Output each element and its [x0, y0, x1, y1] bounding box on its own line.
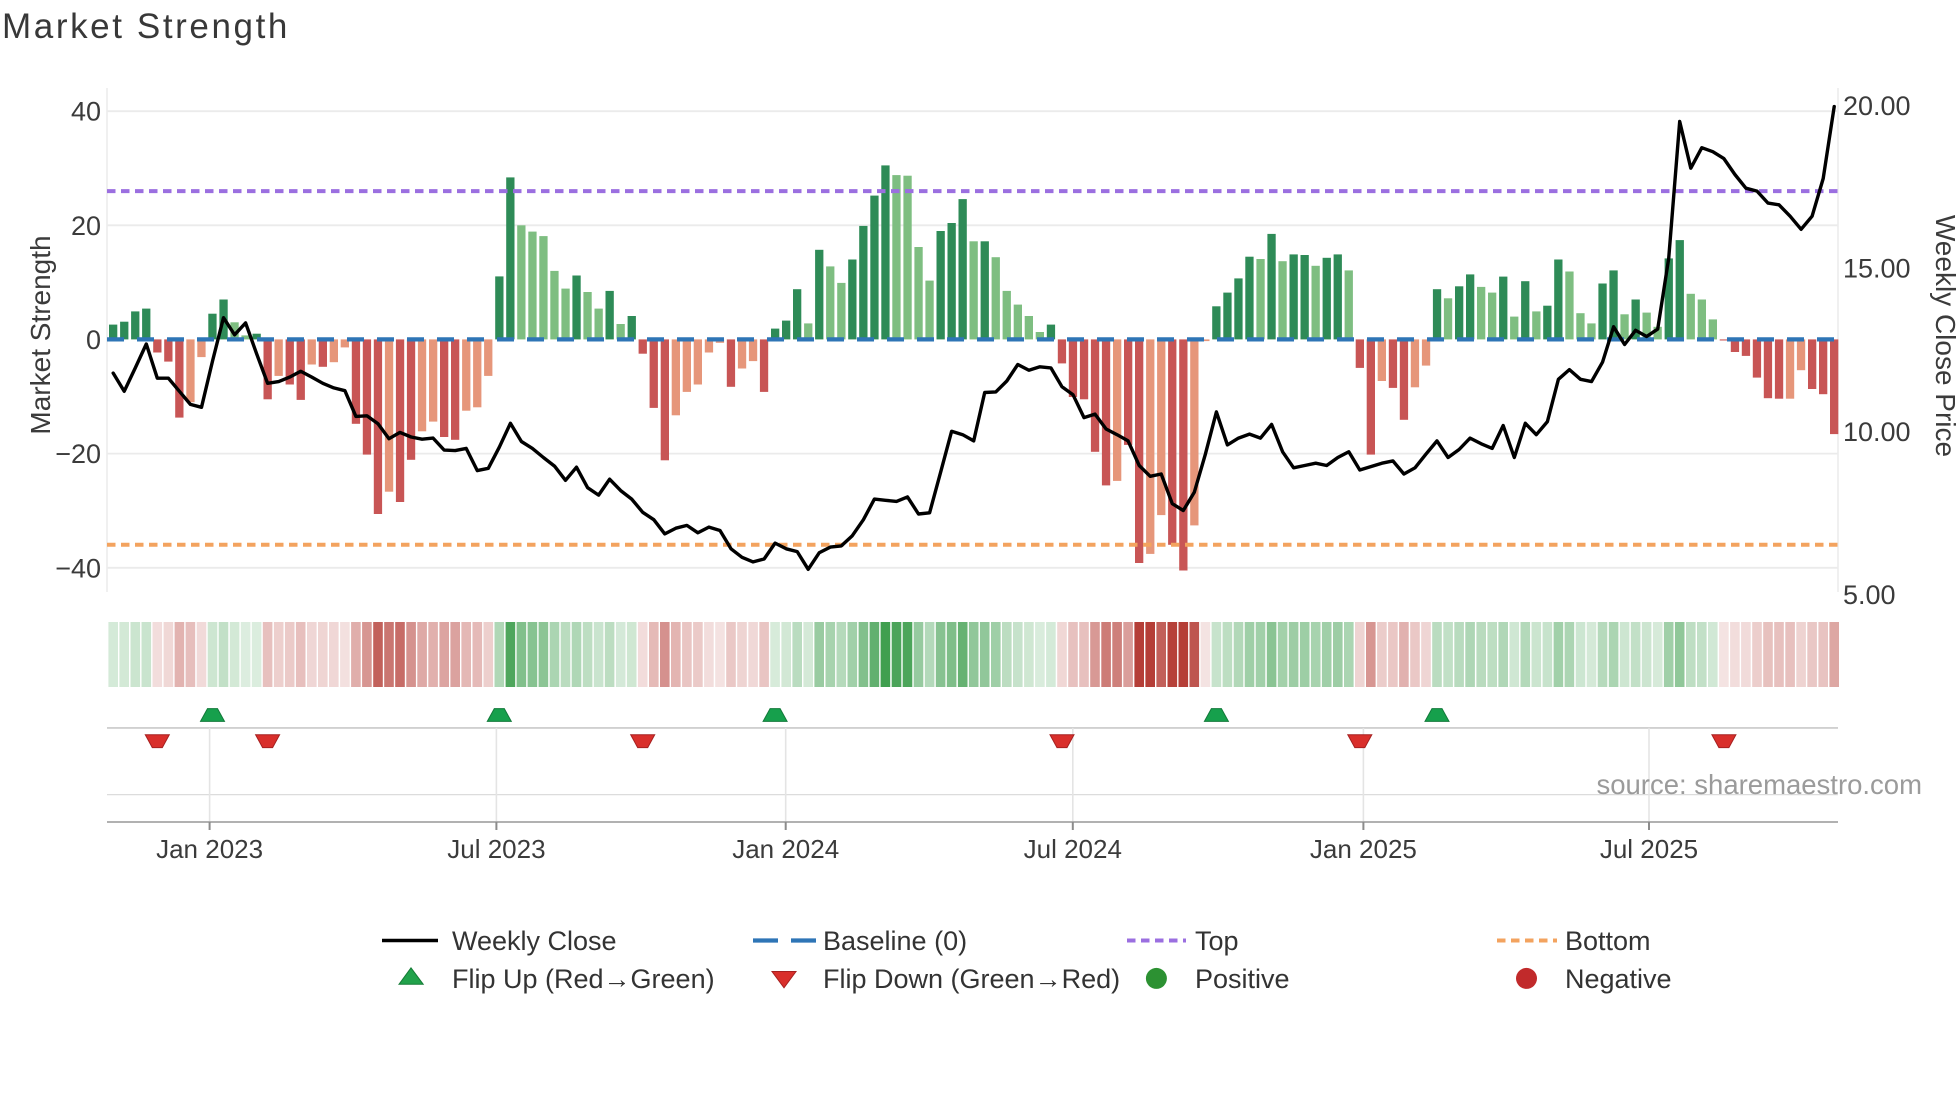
svg-text:Jan 2024: Jan 2024 [732, 834, 839, 864]
svg-text:Baseline (0): Baseline (0) [823, 926, 967, 956]
svg-text:−40: −40 [55, 553, 101, 583]
svg-text:20.00: 20.00 [1843, 91, 1911, 121]
svg-text:Jul 2024: Jul 2024 [1024, 834, 1122, 864]
svg-text:Flip Down (Green→Red): Flip Down (Green→Red) [823, 964, 1120, 994]
svg-text:Jul 2025: Jul 2025 [1600, 834, 1698, 864]
svg-text:Positive: Positive [1195, 964, 1290, 994]
svg-text:20: 20 [71, 211, 101, 241]
svg-text:Flip Up (Red→Green): Flip Up (Red→Green) [452, 964, 715, 994]
svg-text:40: 40 [71, 97, 101, 127]
svg-text:0: 0 [86, 325, 101, 355]
svg-text:Negative: Negative [1565, 964, 1672, 994]
svg-text:Market Strength: Market Strength [25, 235, 56, 434]
svg-text:source: sharemaestro.com: source: sharemaestro.com [1596, 769, 1922, 800]
svg-text:Bottom: Bottom [1565, 926, 1651, 956]
svg-text:5.00: 5.00 [1843, 580, 1896, 610]
svg-text:Weekly Close Price: Weekly Close Price [1930, 215, 1960, 457]
svg-text:15.00: 15.00 [1843, 254, 1911, 284]
svg-text:10.00: 10.00 [1843, 417, 1911, 447]
svg-text:Jul 2023: Jul 2023 [447, 834, 545, 864]
svg-text:Weekly Close: Weekly Close [452, 926, 617, 956]
svg-text:Jan 2025: Jan 2025 [1310, 834, 1417, 864]
svg-text:Market Strength: Market Strength [2, 7, 290, 46]
svg-text:Jan 2023: Jan 2023 [156, 834, 263, 864]
svg-text:−20: −20 [55, 439, 101, 469]
svg-text:Top: Top [1195, 926, 1239, 956]
